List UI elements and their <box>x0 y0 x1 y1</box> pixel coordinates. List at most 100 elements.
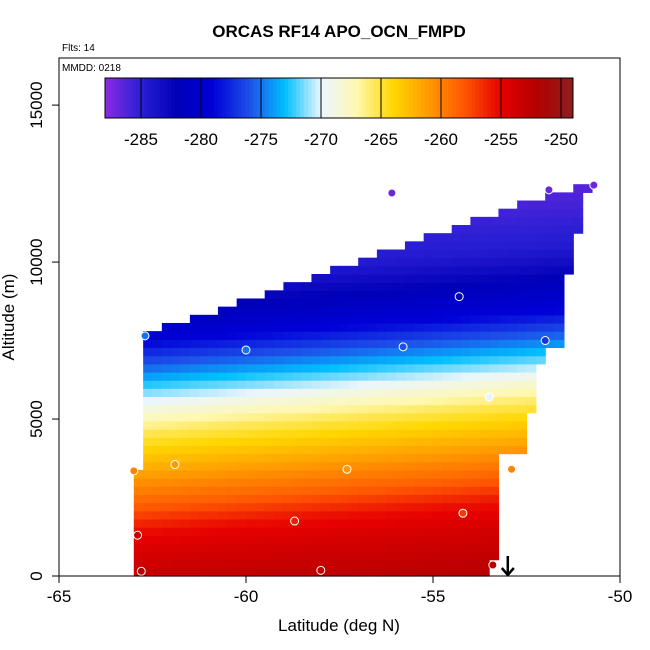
field-cell <box>433 453 443 463</box>
field-cell <box>358 322 369 332</box>
field-cell <box>311 445 322 455</box>
field-cell <box>479 273 490 283</box>
field-cell <box>414 453 425 463</box>
field-cell <box>208 543 219 553</box>
field-cell <box>320 510 331 520</box>
colorbar-segment <box>495 78 500 118</box>
field-cell <box>208 510 219 520</box>
field-cell <box>189 445 200 455</box>
field-cell <box>545 314 556 324</box>
field-cell <box>189 355 200 365</box>
colorbar-segment <box>378 78 383 118</box>
field-cell <box>161 494 172 504</box>
field-cell <box>367 388 378 398</box>
field-cell <box>246 371 256 381</box>
field-cell <box>348 543 359 553</box>
field-cell <box>330 445 341 455</box>
field-cell <box>367 478 378 487</box>
field-cell <box>339 380 350 389</box>
field-cell <box>180 543 191 553</box>
field-cell <box>246 347 256 357</box>
field-cell <box>283 494 294 504</box>
field-cell <box>489 445 500 455</box>
field-cell <box>246 388 256 398</box>
field-cell <box>489 298 500 308</box>
field-cell <box>442 339 453 349</box>
field-cell <box>376 355 387 365</box>
field-cell <box>171 371 182 381</box>
field-cell <box>386 396 397 406</box>
colorbar-segment <box>553 78 558 118</box>
field-cell <box>563 249 574 259</box>
field-cell <box>470 306 481 316</box>
colorbar-segment <box>311 78 317 118</box>
field-cell <box>535 298 546 308</box>
field-cell <box>292 412 303 422</box>
field-cell <box>395 282 406 291</box>
field-cell <box>404 282 415 291</box>
field-cell <box>330 543 341 553</box>
field-cell <box>358 290 369 300</box>
field-cell <box>236 494 247 504</box>
field-cell <box>302 404 313 414</box>
field-cell <box>404 355 415 365</box>
field-cell <box>330 453 341 463</box>
field-cell <box>386 249 397 259</box>
colorbar-segment <box>381 78 387 118</box>
field-cell <box>498 412 509 422</box>
field-cell <box>461 388 471 398</box>
field-cell <box>376 371 387 381</box>
field-cell <box>470 257 481 267</box>
field-cell <box>395 527 406 536</box>
field-cell <box>367 461 378 471</box>
field-cell <box>274 380 284 389</box>
field-cell <box>451 453 462 463</box>
field-cell <box>246 486 256 495</box>
field-cell <box>535 314 546 324</box>
field-cell <box>330 420 341 430</box>
field-cell <box>414 567 425 577</box>
colorbar-segment <box>557 78 562 118</box>
field-cell <box>479 233 490 242</box>
field-cell <box>470 412 481 422</box>
field-cell <box>489 265 500 275</box>
field-cell <box>433 437 443 446</box>
field-cell <box>395 388 406 398</box>
field-cell <box>311 429 322 438</box>
field-cell <box>451 225 462 234</box>
field-cell <box>479 551 490 561</box>
field-cell <box>255 494 266 504</box>
field-cell <box>246 567 256 577</box>
field-cell <box>330 363 341 373</box>
field-cell <box>292 363 303 373</box>
field-cell <box>302 412 313 422</box>
field-cell <box>199 527 210 536</box>
field-cell <box>414 371 425 381</box>
field-cell <box>395 437 406 446</box>
field-cell <box>255 567 266 577</box>
field-cell <box>302 290 313 300</box>
field-cell <box>217 429 228 438</box>
field-cell <box>367 429 378 438</box>
field-cell <box>320 518 331 528</box>
field-cell <box>498 265 509 275</box>
field-cell <box>227 306 238 316</box>
field-cell <box>227 518 238 528</box>
field-cell <box>292 445 303 455</box>
field-cell <box>208 388 219 398</box>
field-cell <box>507 339 518 349</box>
field-cell <box>161 396 172 406</box>
field-cell <box>489 216 500 226</box>
field-cell <box>404 518 415 528</box>
colorbar-segment <box>417 78 422 118</box>
field-cell <box>283 355 294 365</box>
field-cell <box>217 355 228 365</box>
field-cell <box>470 461 481 471</box>
field-cell <box>283 535 294 544</box>
field-cell <box>255 380 266 389</box>
field-cell <box>489 371 500 381</box>
field-cell <box>171 551 182 561</box>
field-cell <box>461 445 471 455</box>
colorbar-segment <box>264 78 270 118</box>
field-cell <box>189 363 200 373</box>
